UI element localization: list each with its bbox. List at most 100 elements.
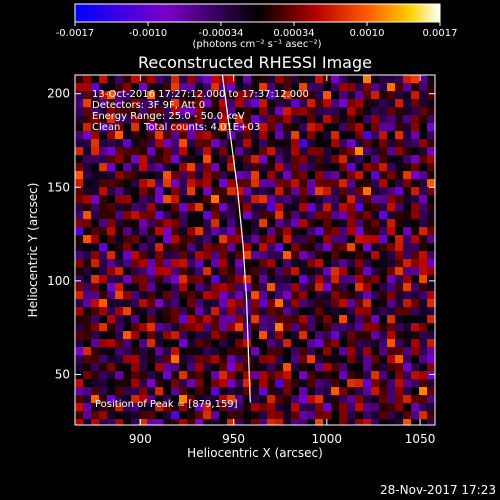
heatmap-cell <box>179 179 187 187</box>
heatmap-cell <box>419 83 427 91</box>
heatmap-cell <box>339 331 347 339</box>
heatmap-cell <box>187 251 195 259</box>
heatmap-cell <box>131 171 139 179</box>
heatmap-cell <box>395 291 403 299</box>
heatmap-cell <box>427 395 435 403</box>
heatmap-cell <box>323 163 331 171</box>
heatmap-cell <box>195 379 203 387</box>
heatmap-cell <box>163 107 171 115</box>
heatmap-cell <box>387 355 395 363</box>
heatmap-cell <box>331 83 339 91</box>
heatmap-cell <box>371 355 379 363</box>
heatmap-cell <box>227 163 235 171</box>
heatmap-cell <box>395 419 403 425</box>
heatmap-cell <box>411 275 419 283</box>
heatmap-cell <box>315 251 323 259</box>
heatmap-cell <box>203 403 211 411</box>
heatmap-cell <box>267 275 275 283</box>
heatmap-cell <box>227 147 235 155</box>
heatmap-cell <box>379 83 387 91</box>
heatmap-cell <box>115 291 123 299</box>
heatmap-cell <box>91 195 99 203</box>
heatmap-cell <box>411 315 419 323</box>
heatmap-cell <box>339 299 347 307</box>
heatmap-cell <box>299 315 307 323</box>
heatmap-cell <box>243 91 251 99</box>
heatmap-cell <box>291 203 299 211</box>
heatmap-cell <box>91 411 99 419</box>
heatmap-cell <box>331 195 339 203</box>
heatmap-cell <box>235 411 243 419</box>
heatmap-cell <box>211 395 219 403</box>
heatmap-cell <box>219 347 227 355</box>
heatmap-cell <box>403 291 411 299</box>
heatmap-cell <box>387 379 395 387</box>
heatmap-cell <box>123 259 131 267</box>
heatmap-cell <box>395 131 403 139</box>
heatmap-cell <box>179 395 187 403</box>
heatmap-cell <box>299 179 307 187</box>
heatmap-cell <box>107 291 115 299</box>
heatmap-cell <box>275 83 283 91</box>
heatmap-cell <box>283 315 291 323</box>
heatmap-cell <box>83 403 91 411</box>
heatmap-cell <box>187 163 195 171</box>
heatmap-cell <box>91 323 99 331</box>
heatmap-cell <box>307 211 315 219</box>
heatmap-cell <box>83 155 91 163</box>
heatmap-cell <box>115 187 123 195</box>
heatmap-cell <box>195 299 203 307</box>
heatmap-cell <box>267 155 275 163</box>
heatmap-cell <box>283 107 291 115</box>
heatmap-cell <box>411 299 419 307</box>
heatmap-cell <box>403 203 411 211</box>
heatmap-cell <box>387 291 395 299</box>
heatmap-cell <box>379 123 387 131</box>
heatmap-cell <box>91 75 99 83</box>
heatmap-cell <box>115 219 123 227</box>
heatmap-cell <box>363 163 371 171</box>
heatmap-cell <box>251 283 259 291</box>
heatmap-cell <box>387 283 395 291</box>
heatmap-cell <box>203 179 211 187</box>
heatmap-cell <box>251 379 259 387</box>
heatmap-cell <box>371 171 379 179</box>
heatmap-cell <box>163 195 171 203</box>
heatmap-cell <box>379 235 387 243</box>
heatmap-cell <box>379 411 387 419</box>
heatmap-cell <box>403 155 411 163</box>
heatmap-cell <box>379 195 387 203</box>
heatmap-cell <box>355 211 363 219</box>
heatmap-cell <box>171 283 179 291</box>
heatmap-cell <box>387 419 395 425</box>
heatmap-cell <box>267 347 275 355</box>
heatmap-cell <box>387 371 395 379</box>
heatmap-cell <box>83 307 91 315</box>
heatmap-cell <box>147 171 155 179</box>
heatmap-cell <box>171 371 179 379</box>
heatmap-cell <box>339 115 347 123</box>
heatmap-cell <box>75 403 83 411</box>
heatmap-cell <box>203 299 211 307</box>
heatmap-cell <box>219 387 227 395</box>
heatmap-cell <box>299 395 307 403</box>
heatmap-cell <box>427 403 435 411</box>
heatmap-cell <box>115 155 123 163</box>
heatmap-cell <box>307 419 315 425</box>
heatmap-cell <box>331 187 339 195</box>
heatmap-cell <box>155 99 163 107</box>
heatmap-cell <box>131 259 139 267</box>
heatmap-cell <box>171 107 179 115</box>
heatmap-cell <box>403 315 411 323</box>
heatmap-cell <box>283 211 291 219</box>
heatmap-cell <box>331 99 339 107</box>
heatmap-cell <box>363 123 371 131</box>
heatmap-cell <box>243 115 251 123</box>
heatmap-cell <box>387 155 395 163</box>
heatmap-cell <box>275 75 283 83</box>
heatmap-cell <box>227 363 235 371</box>
heatmap-cell <box>427 75 435 83</box>
heatmap-cell <box>179 355 187 363</box>
heatmap-cell <box>235 91 243 99</box>
